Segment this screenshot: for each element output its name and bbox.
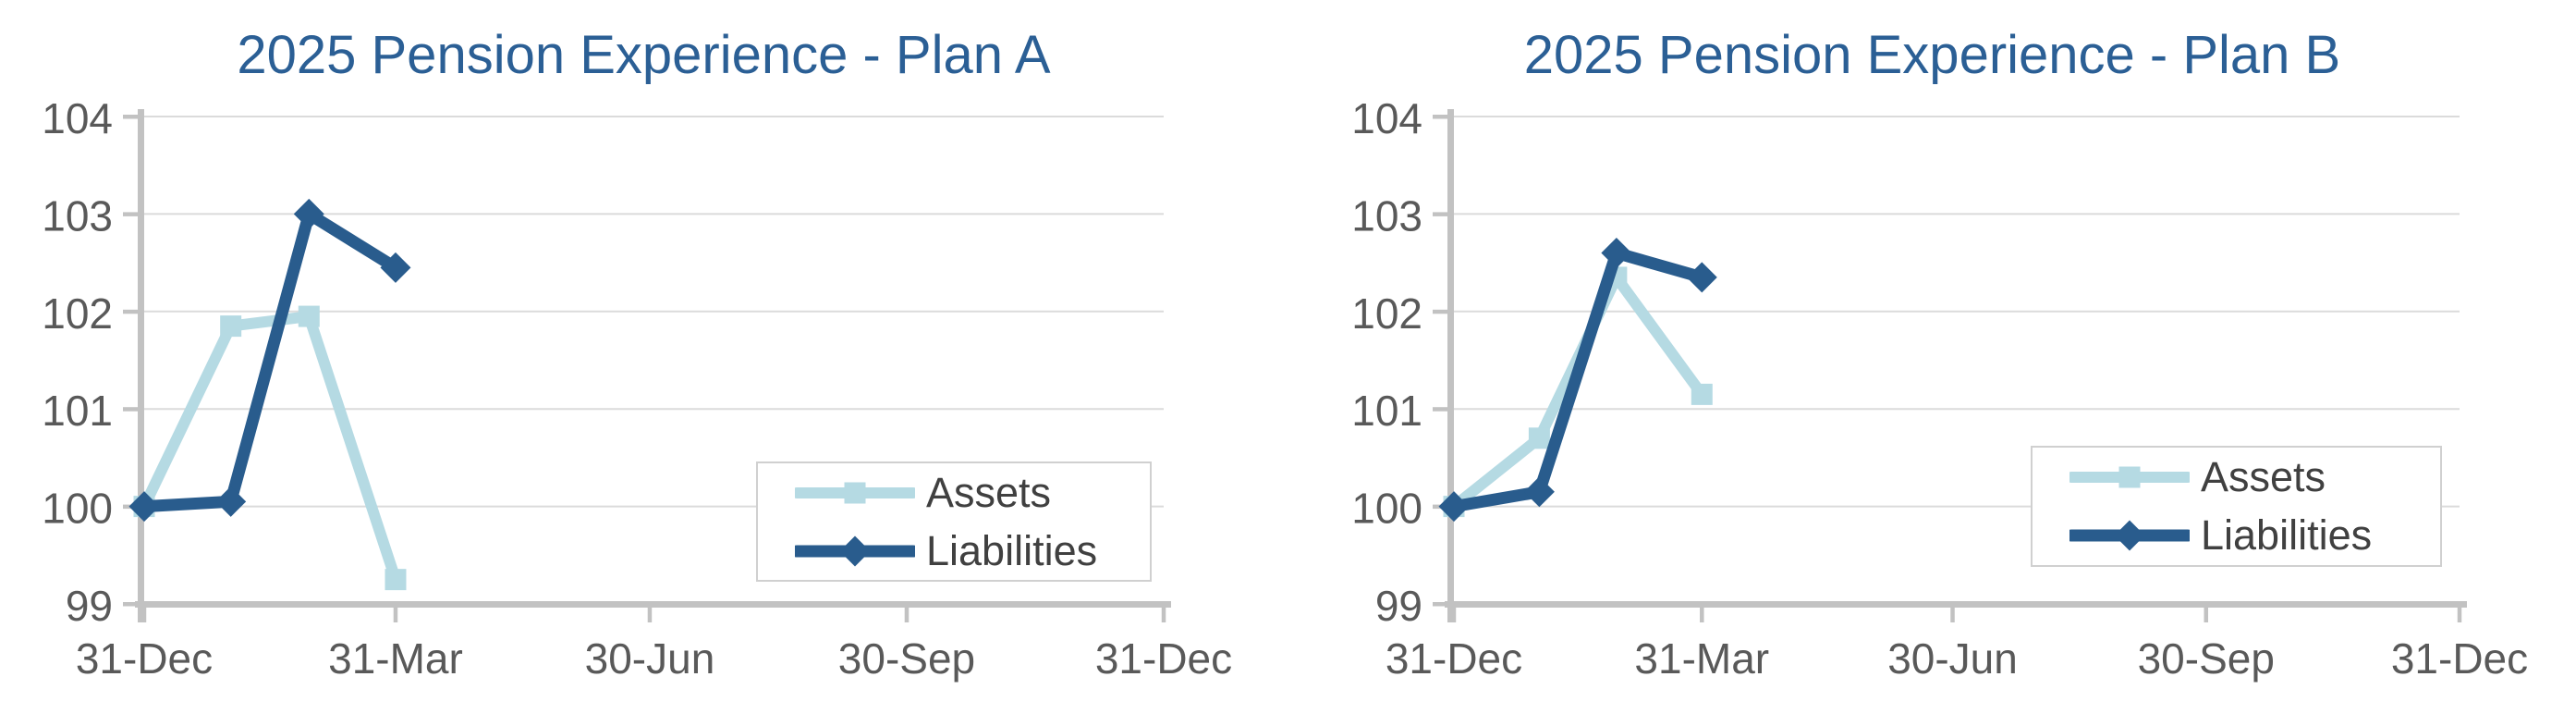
chart-title-plan-a: 2025 Pension Experience - Plan A xyxy=(237,25,1051,85)
y-tick-label: 104 xyxy=(42,94,113,142)
liabilities-marker xyxy=(128,491,160,523)
assets-legend-marker xyxy=(2118,466,2141,488)
x-tick xyxy=(1950,608,1955,622)
x-tick-label: 31-Mar xyxy=(328,634,463,683)
assets-line-swatch xyxy=(2069,466,2190,488)
x-tick xyxy=(2204,608,2209,622)
x-tick xyxy=(1451,608,1457,622)
y-tick-label: 102 xyxy=(42,289,113,338)
y-tick-label: 99 xyxy=(66,582,113,630)
liabilities-marker xyxy=(215,486,247,517)
assets-line xyxy=(139,310,401,582)
legend-label-assets: Assets xyxy=(2201,452,2326,500)
x-tick xyxy=(2457,608,2462,622)
legend-item-liabilities: Liabilities xyxy=(758,522,1150,580)
x-tick xyxy=(904,608,910,622)
assets-legend-marker xyxy=(844,482,866,503)
x-tick-label: 30-Sep xyxy=(838,634,975,683)
assets-marker xyxy=(298,305,320,327)
y-tick xyxy=(123,602,138,607)
liabilities-marker xyxy=(1438,491,1470,523)
y-tick xyxy=(1433,115,1447,119)
x-tick-label: 31-Dec xyxy=(76,634,213,683)
chart-plan-a: 2025 Pension Experience - Plan A 99 100 10… xyxy=(42,25,1232,683)
chart-plan-b: 2025 Pension Experience - Plan B 99 100 10… xyxy=(1288,0,2576,726)
assets-marker xyxy=(1691,383,1713,405)
x-tick xyxy=(647,608,653,622)
liabilities-marker xyxy=(1686,262,1717,293)
x-axis-line xyxy=(135,601,1171,608)
liabilities-line-swatch xyxy=(2069,520,2190,551)
x-tick-label: 31-Dec xyxy=(1386,634,1522,683)
assets-marker xyxy=(385,569,407,591)
x-axis-line xyxy=(1445,601,2467,608)
y-tick-label: 104 xyxy=(1351,94,1422,142)
x-tick-label: 31-Mar xyxy=(1634,634,1769,683)
assets-marker xyxy=(220,315,242,338)
legend-item-liabilities: Liabilities xyxy=(2033,507,2440,566)
liabilities-line-swatch xyxy=(795,535,915,566)
y-tick xyxy=(123,309,138,314)
y-tick-label: 103 xyxy=(1351,191,1422,240)
y-axis-line xyxy=(138,109,144,622)
y-tick xyxy=(1433,309,1447,314)
x-tick-label: 31-Dec xyxy=(1095,634,1232,683)
y-tick xyxy=(1433,212,1447,216)
legend-item-assets: Assets xyxy=(758,463,1150,522)
x-tick xyxy=(1700,608,1704,622)
x-tick xyxy=(1161,608,1166,622)
x-tick xyxy=(393,608,398,622)
y-tick xyxy=(123,407,138,412)
y-tick-label: 100 xyxy=(1351,485,1422,533)
plot-area-plan-a: 99 100 101 102 103 104 31-Dec 31-Mar 30-Jun 30-Se… xyxy=(42,94,1232,683)
y-tick-label: 100 xyxy=(42,485,113,533)
assets-marker xyxy=(1528,427,1550,449)
legend-label-liabilities: Liabilities xyxy=(2201,511,2373,560)
y-tick-label: 102 xyxy=(1351,289,1422,338)
assets-line-swatch xyxy=(795,482,915,503)
chart-title-plan-b: 2025 Pension Experience - Plan B xyxy=(1523,25,2341,85)
x-tick-label: 30-Jun xyxy=(1887,634,2018,683)
liabilities-marker xyxy=(1601,238,1632,269)
liabilities-legend-marker xyxy=(839,535,871,566)
legend-label-liabilities: Liabilities xyxy=(926,526,1098,574)
legend-label-assets: Assets xyxy=(926,468,1052,516)
legend-plan-a: Assets Liabilities xyxy=(756,461,1152,582)
y-tick-label: 103 xyxy=(42,191,113,240)
y-tick-label: 101 xyxy=(42,387,113,435)
y-tick xyxy=(1433,602,1447,607)
y-tick xyxy=(1433,407,1447,412)
x-tick xyxy=(141,608,147,622)
liabilities-marker xyxy=(293,198,324,229)
y-tick xyxy=(123,115,138,119)
legend-item-assets: Assets xyxy=(2033,448,2440,507)
y-tick xyxy=(123,212,138,216)
y-tick-label: 101 xyxy=(1351,387,1422,435)
x-tick-label: 30-Jun xyxy=(585,634,715,683)
x-tick-label: 31-Dec xyxy=(2391,634,2528,683)
y-tick-label: 99 xyxy=(1375,582,1422,630)
legend-plan-b: Assets Liabilities xyxy=(2031,446,2442,567)
y-axis-line xyxy=(1447,109,1454,622)
x-tick-label: 30-Sep xyxy=(2138,634,2275,683)
liabilities-marker xyxy=(380,252,411,283)
liabilities-legend-marker xyxy=(2114,520,2145,551)
liabilities-line xyxy=(1452,245,1704,513)
liabilities-line xyxy=(143,204,399,513)
liabilities-marker xyxy=(1523,476,1555,508)
plot-area-plan-b: 99 100 101 102 103 104 31-Dec 31-Mar 30-Jun 30-Se… xyxy=(1351,94,2528,683)
